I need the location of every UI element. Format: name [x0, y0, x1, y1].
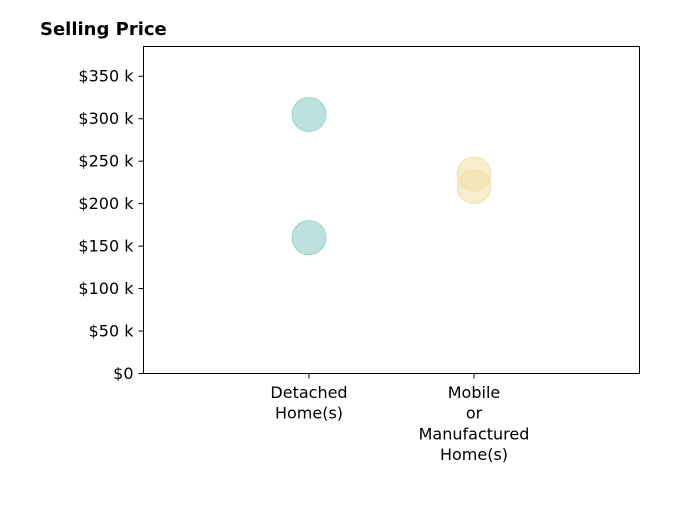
x-tick-label: or [466, 404, 483, 423]
x-tick-label: Mobile [448, 383, 500, 402]
y-tick-label: $350 k [78, 67, 134, 86]
y-tick-label: $100 k [78, 279, 134, 298]
y-tick-label: $250 k [78, 152, 134, 171]
y-tick-label: $200 k [78, 194, 134, 213]
x-tick-label: Home(s) [275, 404, 343, 423]
plot-area-frame [143, 46, 640, 374]
data-point [456, 169, 492, 205]
marks-layer [291, 96, 492, 256]
y-tick-label: $0 [113, 364, 133, 383]
y-axis: $0 $50 k $100 k $150 k $200 k $250 k $300 k $35… [78, 67, 144, 383]
y-tick-label: $150 k [78, 237, 134, 256]
y-tick-label: $50 k [89, 322, 135, 341]
x-tick-label: Detached [270, 383, 347, 402]
data-point [291, 220, 327, 256]
x-tick-label: Manufactured [419, 424, 530, 443]
data-point [291, 96, 327, 132]
x-tick-label: Home(s) [440, 445, 508, 464]
y-tick-label: $300 k [78, 109, 134, 128]
chart-title: Selling Price [40, 19, 167, 40]
